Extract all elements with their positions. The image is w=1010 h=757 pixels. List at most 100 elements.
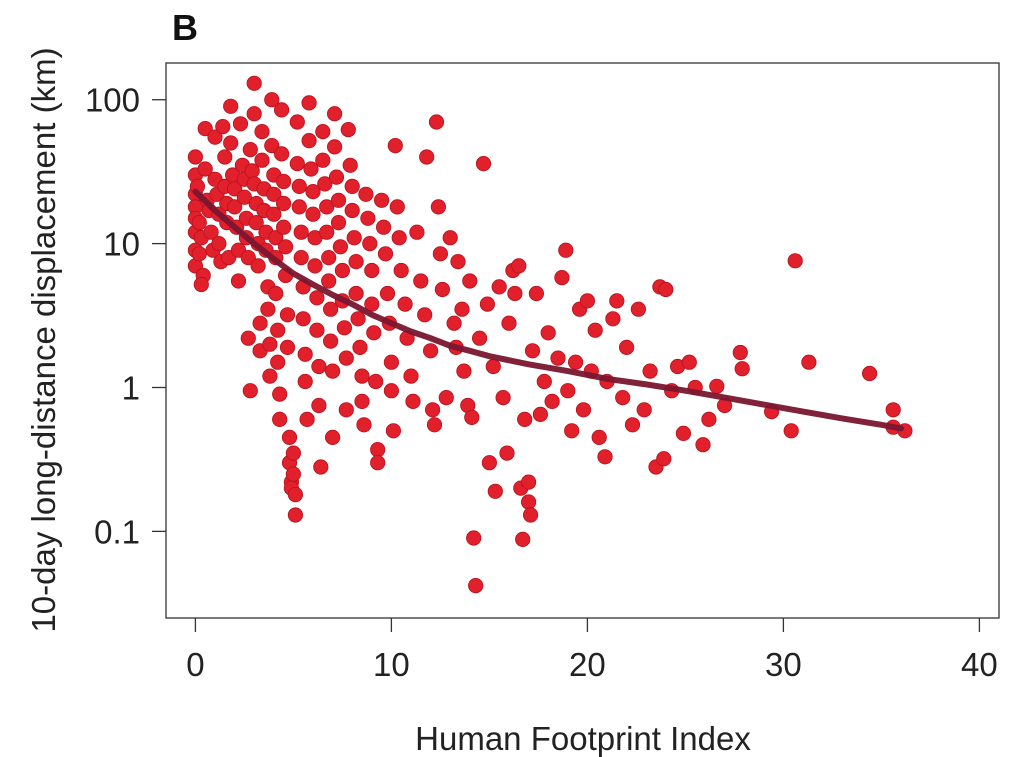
data-point (315, 124, 331, 140)
data-point (511, 258, 527, 274)
data-point (550, 350, 566, 366)
data-point (373, 192, 390, 208)
data-point (203, 224, 219, 240)
data-point (230, 273, 247, 289)
data-point (475, 156, 492, 172)
data-point (615, 389, 631, 406)
data-point (254, 152, 270, 168)
data-point (605, 311, 621, 327)
data-point (434, 281, 450, 298)
data-point (370, 441, 386, 458)
data-point (340, 122, 356, 138)
data-point (368, 373, 384, 390)
data-point (560, 383, 576, 399)
data-point (385, 423, 401, 439)
data-point (330, 215, 347, 231)
data-point (354, 393, 370, 409)
data-point (591, 429, 607, 445)
data-point (332, 239, 348, 255)
data-point (485, 358, 501, 375)
data-point (187, 149, 203, 165)
data-point (289, 156, 305, 172)
data-point (322, 333, 339, 349)
data-point (377, 246, 394, 262)
data-point (299, 411, 315, 427)
x-tick-label: 10 (373, 646, 410, 683)
data-point (285, 445, 301, 461)
data-point (885, 402, 901, 418)
data-point (354, 368, 370, 384)
data-point (544, 393, 560, 409)
data-point (597, 449, 613, 465)
data-point (303, 161, 319, 177)
data-point (260, 301, 276, 317)
data-point (240, 330, 256, 346)
data-point (266, 206, 282, 222)
data-point (344, 202, 360, 219)
y-tick-label: 10 (103, 226, 140, 263)
data-point (370, 455, 386, 471)
data-point (352, 339, 368, 355)
trend-line (192, 188, 904, 432)
data-point (315, 152, 331, 168)
data-point (242, 142, 258, 158)
data-point (211, 236, 227, 252)
data-point (264, 138, 280, 154)
data-point (321, 250, 337, 266)
y-tick-label: 1 (122, 369, 140, 406)
data-point (217, 149, 233, 165)
data-point (536, 373, 552, 390)
data-point (270, 322, 286, 338)
data-point (197, 121, 213, 137)
data-point (246, 75, 262, 91)
data-point (642, 363, 658, 379)
data-point (409, 224, 425, 240)
data-point (430, 199, 446, 215)
data-point (326, 106, 343, 122)
y-axis: 0.1 1 10 100 (85, 82, 166, 550)
data-point (709, 378, 725, 394)
data-point (311, 397, 327, 414)
data-point (223, 98, 239, 114)
data-point (515, 531, 531, 548)
data-point (319, 224, 335, 240)
data-point (262, 336, 278, 352)
data-point (658, 281, 674, 298)
data-point (428, 114, 445, 130)
data-point (328, 169, 345, 185)
data-point (279, 339, 296, 355)
data-point (442, 230, 458, 246)
data-point (350, 311, 366, 327)
data-point (575, 402, 592, 418)
data-point (375, 219, 392, 235)
data-point (624, 417, 641, 433)
data-point (197, 161, 213, 177)
data-point (338, 402, 354, 418)
data-point (305, 184, 321, 200)
data-point (240, 250, 256, 266)
data-point (413, 273, 429, 289)
data-point (734, 361, 750, 377)
data-point (277, 239, 294, 255)
data-point (191, 215, 207, 231)
data-point (297, 373, 313, 390)
data-point (450, 254, 466, 270)
data-point (424, 402, 441, 418)
data-point (191, 246, 207, 262)
data-point (732, 344, 748, 361)
data-point (246, 106, 262, 122)
data-point (587, 322, 603, 338)
data-point (248, 215, 264, 231)
data-point (275, 173, 292, 190)
data-point (348, 254, 364, 270)
data-point (695, 437, 711, 453)
data-point (403, 368, 419, 384)
data-point (270, 354, 286, 370)
data-point (227, 181, 243, 197)
data-point (287, 507, 303, 523)
data-point (330, 192, 347, 208)
data-point (522, 507, 539, 523)
data-point (630, 301, 647, 317)
data-point (344, 178, 360, 194)
data-point (358, 186, 374, 202)
